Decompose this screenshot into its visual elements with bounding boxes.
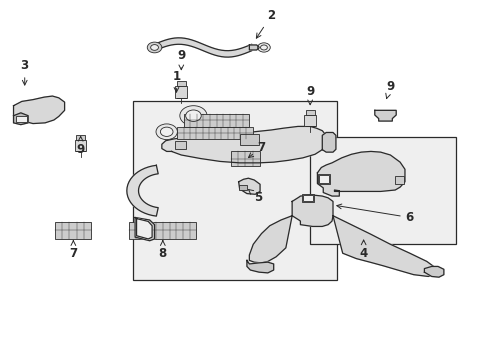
Polygon shape (424, 266, 443, 277)
Bar (177, 127, 252, 139)
Polygon shape (246, 260, 273, 273)
Polygon shape (135, 217, 154, 241)
Text: 6: 6 (336, 204, 413, 224)
Text: 2: 2 (256, 9, 275, 38)
Text: 7: 7 (69, 240, 77, 260)
Bar (301, 194, 313, 202)
Polygon shape (249, 45, 259, 50)
Bar (394, 176, 403, 184)
Bar (239, 185, 246, 190)
Circle shape (160, 127, 173, 136)
Bar (239, 134, 259, 145)
Text: 5: 5 (248, 189, 262, 204)
Bar (75, 140, 86, 152)
Bar (317, 174, 329, 184)
Polygon shape (322, 132, 335, 152)
Text: 9: 9 (76, 136, 84, 156)
Text: 8: 8 (159, 240, 166, 260)
Polygon shape (14, 113, 28, 125)
Bar (177, 81, 185, 86)
Polygon shape (238, 178, 260, 194)
Polygon shape (332, 216, 434, 276)
Polygon shape (291, 195, 332, 226)
Bar (309, 137, 455, 244)
Polygon shape (136, 219, 152, 239)
Polygon shape (317, 152, 404, 196)
Bar (305, 110, 314, 115)
Bar (319, 175, 328, 183)
Polygon shape (14, 96, 64, 123)
Circle shape (156, 124, 177, 140)
Text: 9: 9 (385, 80, 394, 99)
Text: 4: 4 (359, 240, 367, 260)
Polygon shape (249, 216, 291, 263)
Bar (304, 115, 315, 126)
Bar (175, 86, 187, 98)
Bar (132, 102, 336, 280)
Bar (55, 222, 91, 239)
Circle shape (150, 45, 158, 50)
Bar (175, 141, 186, 149)
Circle shape (147, 42, 162, 53)
Bar (230, 152, 260, 166)
Circle shape (257, 43, 270, 52)
Text: 3: 3 (20, 59, 29, 85)
Circle shape (260, 45, 267, 50)
Polygon shape (126, 165, 158, 216)
Circle shape (185, 110, 201, 121)
Bar (76, 135, 85, 140)
Bar (16, 116, 27, 122)
Circle shape (180, 106, 206, 126)
Bar (129, 222, 196, 239)
Polygon shape (374, 111, 395, 121)
Bar (302, 195, 312, 202)
Polygon shape (162, 126, 325, 163)
Bar (183, 113, 249, 127)
Text: 9: 9 (305, 85, 314, 105)
Text: 1: 1 (172, 70, 180, 92)
Polygon shape (154, 38, 251, 57)
Text: 9: 9 (177, 49, 185, 70)
Text: 7: 7 (248, 141, 265, 158)
